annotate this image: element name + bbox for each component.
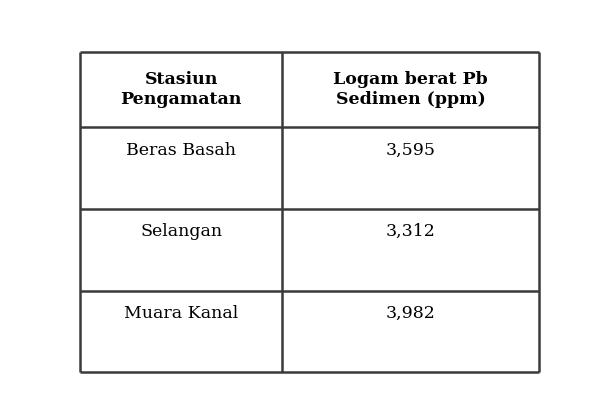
Text: 3,595: 3,595	[385, 142, 435, 159]
Text: Selangan: Selangan	[140, 223, 222, 240]
Text: 3,982: 3,982	[385, 305, 435, 322]
Text: Beras Basah: Beras Basah	[126, 142, 236, 159]
Text: Stasiun
Pengamatan: Stasiun Pengamatan	[120, 71, 242, 108]
Text: Muara Kanal: Muara Kanal	[124, 305, 238, 322]
Text: 3,312: 3,312	[385, 223, 435, 240]
Text: Logam berat Pb
Sedimen (ppm): Logam berat Pb Sedimen (ppm)	[333, 71, 488, 108]
